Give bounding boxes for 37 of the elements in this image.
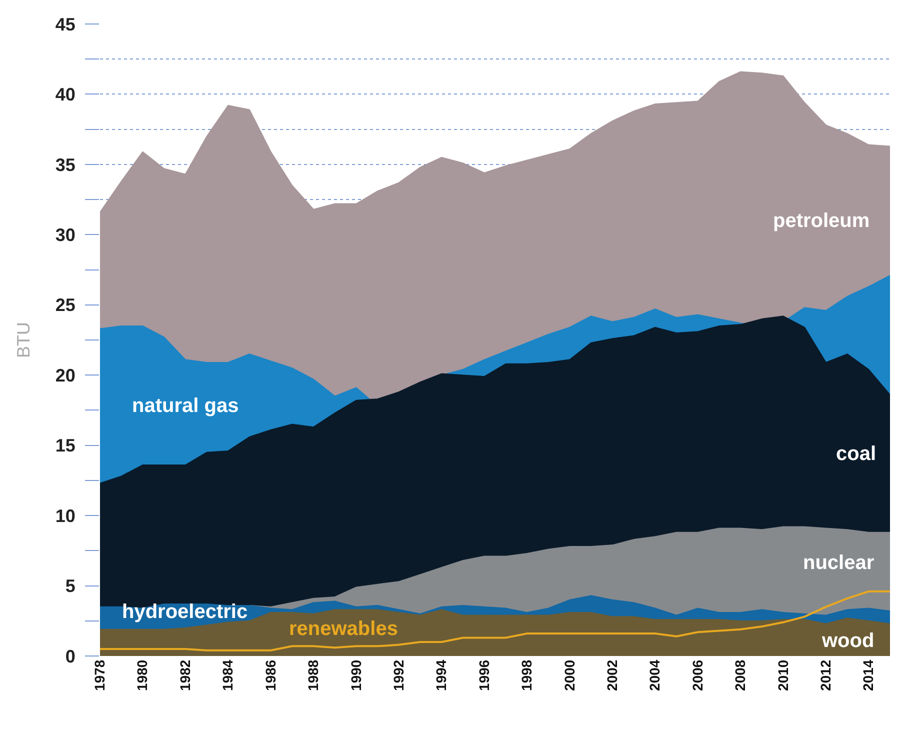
y-tick-label: 45 bbox=[55, 14, 76, 34]
series-label: hydroelectric bbox=[122, 601, 248, 623]
x-tick-label: 2008 bbox=[732, 660, 748, 691]
y-tick-label: 25 bbox=[55, 295, 76, 316]
x-tick-label: 2010 bbox=[774, 660, 791, 691]
y-tick-label: 5 bbox=[65, 576, 76, 596]
y-tick-label: 0 bbox=[65, 646, 76, 666]
series-label: nuclear bbox=[803, 552, 874, 574]
series-label: renewables bbox=[289, 618, 398, 640]
series-label: petroleum bbox=[773, 210, 870, 232]
x-tick-label: 1998 bbox=[518, 660, 535, 691]
y-axis-title: BTU bbox=[14, 322, 34, 358]
x-tick-label: 1978 bbox=[92, 660, 108, 691]
y-tick-label: 15 bbox=[55, 436, 76, 456]
x-tick-label: 2012 bbox=[818, 660, 834, 691]
x-tick-label: 1988 bbox=[305, 660, 322, 691]
x-tick-label: 1996 bbox=[476, 660, 492, 691]
x-tick-label: 1984 bbox=[220, 660, 236, 691]
x-tick-label: 1982 bbox=[176, 660, 193, 691]
x-tick-label: 1986 bbox=[262, 660, 278, 691]
y-tick-label: 20 bbox=[55, 365, 76, 386]
x-tick-label: 2014 bbox=[860, 660, 876, 691]
x-tick-label: 1980 bbox=[134, 660, 150, 691]
series-label: natural gas bbox=[132, 395, 239, 417]
x-tick-label: 2006 bbox=[689, 660, 706, 691]
x-tick-label: 1990 bbox=[348, 660, 364, 691]
series-label: coal bbox=[836, 443, 876, 465]
y-tick-label: 40 bbox=[55, 84, 76, 105]
y-tick-label: 30 bbox=[55, 224, 76, 245]
y-tick-label: 35 bbox=[55, 154, 76, 175]
x-tick-label: 1992 bbox=[390, 660, 406, 691]
x-tick-label: 2000 bbox=[561, 660, 578, 691]
x-tick-label: 1994 bbox=[433, 660, 450, 691]
x-tick-label: 2004 bbox=[646, 660, 663, 691]
series-label: wood bbox=[821, 630, 874, 652]
y-tick-label: 10 bbox=[55, 506, 76, 526]
x-tick-label: 2002 bbox=[604, 660, 620, 691]
